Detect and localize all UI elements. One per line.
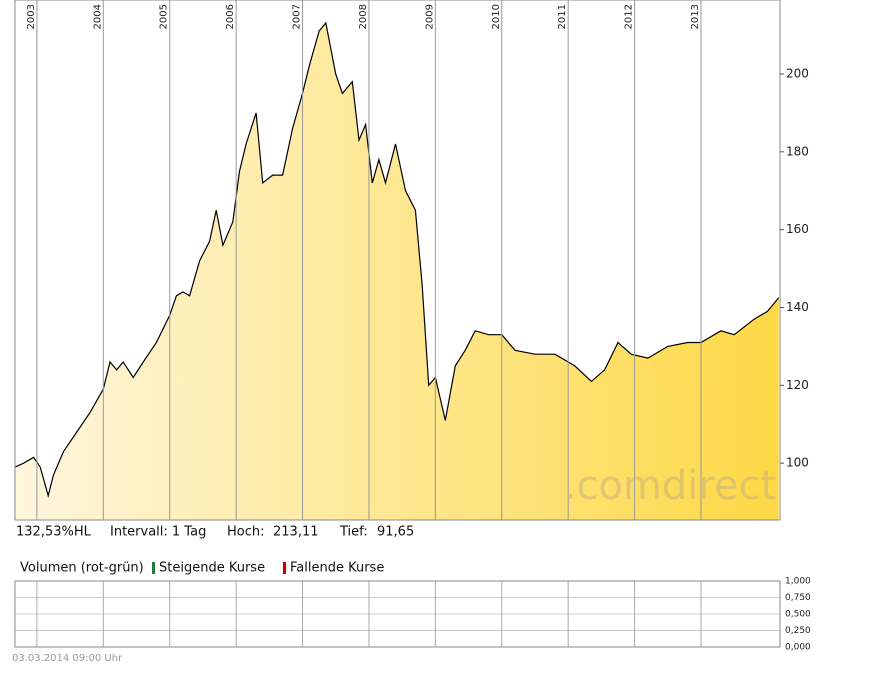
y-tick-label: 0,500 [785, 610, 811, 620]
area [15, 22, 779, 521]
x-tick-label: 2011 [557, 4, 568, 29]
x-tick-label: 2010 [491, 4, 502, 29]
change: 132,53%HL [16, 525, 92, 540]
y-tick-label: 180 [786, 144, 809, 158]
line [14, 21, 780, 499]
x-tick-label: 2013 [690, 4, 701, 29]
y-tick-label: 1,000 [785, 577, 811, 587]
x-tick-label: 2007 [292, 4, 303, 29]
x-tick-label: 2003 [26, 4, 37, 29]
x-tick-label: 2004 [92, 4, 103, 29]
y-tick-label: 0,000 [785, 643, 811, 653]
plot-frame [14, 580, 781, 648]
y-tick-label: 200 [786, 66, 809, 80]
y-tick-label: 160 [786, 222, 809, 236]
legend-label: Fallende Kurse [290, 561, 384, 576]
volume-chart: Steigende Kurse Fallende Kurse 1,000 0,750 0… [14, 561, 811, 653]
legend-label: Steigende Kurse [159, 561, 265, 576]
x-tick-label: 2008 [358, 4, 369, 29]
legend-swatch [283, 562, 286, 574]
y-tick-label: 120 [786, 378, 809, 392]
volume-title: Volumen (rot-grün) [20, 561, 144, 576]
y-tick-label: 0,250 [785, 626, 811, 636]
x-tick-label: 2009 [424, 4, 435, 29]
price-chart: 2003 2004 2005 2006 2007 2008 2009 2010 2011 2012… [14, 0, 809, 521]
high: 213,11 [273, 525, 319, 540]
y-tick-label: 0,750 [785, 593, 811, 603]
x-tick-label: 2012 [624, 4, 635, 29]
low: 91,65 [377, 525, 414, 540]
y-tick-label: 100 [786, 456, 809, 470]
x-tick-label: 2006 [225, 4, 236, 29]
low-label: Tief: [339, 525, 368, 540]
timestamp: 03.03.2014 09:00 Uhr [12, 653, 123, 664]
plot-frame [14, 0, 781, 521]
x-tick-label: 2005 [159, 4, 170, 29]
high-label: Hoch: [227, 525, 265, 540]
y-tick-label: 140 [786, 300, 809, 314]
legend-swatch [152, 562, 155, 574]
interval: Intervall: 1 Tag [110, 525, 206, 540]
watermark: .comdirect [564, 463, 777, 509]
